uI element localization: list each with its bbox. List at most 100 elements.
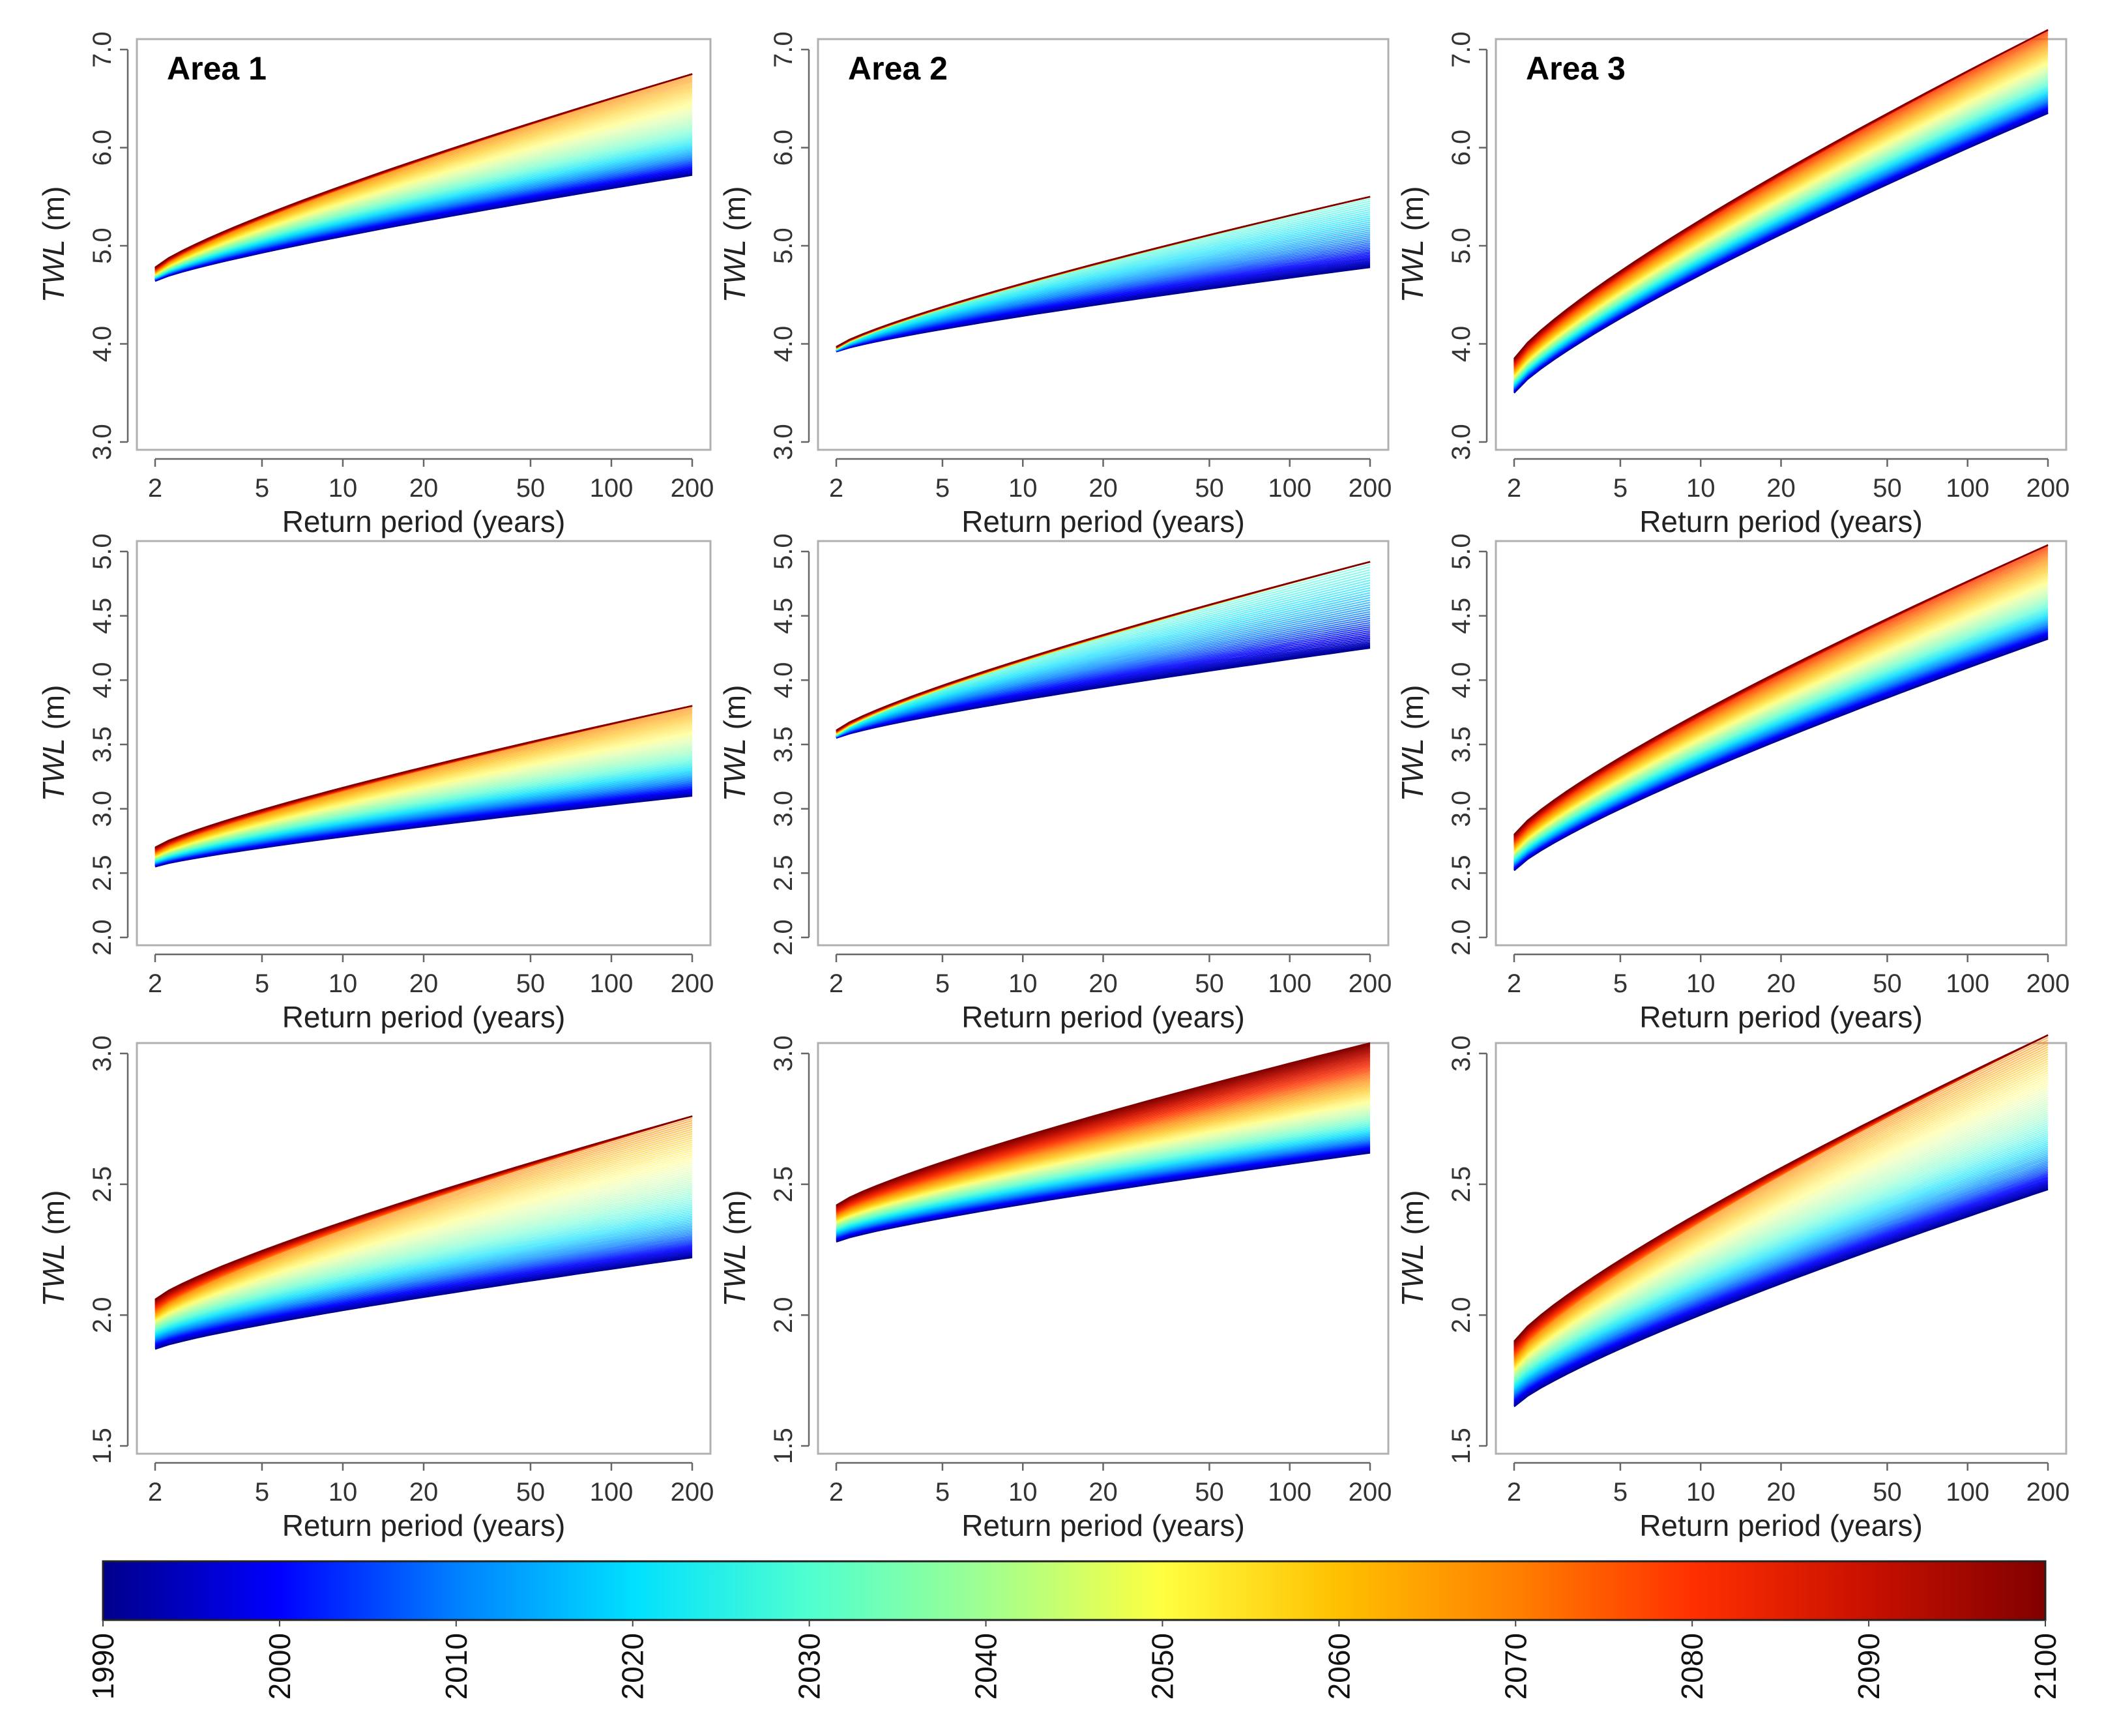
curve-2056 xyxy=(154,724,693,857)
curve-2041 xyxy=(1513,71,2049,380)
area-title: Area 2 xyxy=(848,50,948,87)
curve-2032 xyxy=(836,1119,1371,1229)
curve-2049 xyxy=(1513,583,2049,853)
curve-2045 xyxy=(836,1106,1371,1224)
curve-2028 xyxy=(154,1201,693,1332)
curve-2059 xyxy=(154,1139,693,1318)
x-tick-label: 10 xyxy=(1686,474,1716,503)
curve-2035 xyxy=(154,751,693,861)
curve-2018 xyxy=(1513,1147,2049,1390)
curve-2067 xyxy=(154,1122,693,1314)
x-axis: 2 5 10 20 50 100 200 Return period (years) xyxy=(829,1462,1392,1542)
curve-1990 xyxy=(1513,112,2049,394)
curve-2052 xyxy=(1513,579,2049,852)
curve-2016 xyxy=(1513,1151,2049,1391)
curve-2019 xyxy=(154,1217,693,1336)
curve-2062 xyxy=(1513,1053,2049,1364)
colorbar-year-label: 2080 xyxy=(1675,1633,1709,1699)
curve-2043 xyxy=(836,1108,1371,1225)
x-tick-label: 20 xyxy=(1766,474,1796,503)
x-tick-label: 200 xyxy=(2026,969,2070,998)
curve-2043 xyxy=(154,1172,693,1325)
curve-2100 xyxy=(154,705,693,848)
x-tick-label: 100 xyxy=(1268,474,1311,503)
y-tick-label: 4.0 xyxy=(88,326,117,362)
curve-series xyxy=(154,1115,693,1350)
y-axis: 1.5 2.0 2.5 3.0 TWL (m) xyxy=(718,1035,810,1464)
curve-2053 xyxy=(1513,1074,2049,1369)
colorbar-year-label: 2060 xyxy=(1322,1633,1356,1699)
y-axis-title: TWL (m) xyxy=(37,685,70,802)
x-tick-label: 2 xyxy=(829,1478,843,1507)
curve-2048 xyxy=(154,106,693,276)
curve-2027 xyxy=(1513,1130,2049,1385)
curve-2046 xyxy=(1513,66,2049,379)
y-tick-label: 2.0 xyxy=(769,919,798,956)
x-tick-label: 200 xyxy=(1349,474,1392,503)
y-axis-title: TWL (m) xyxy=(718,1190,752,1307)
x-tick-label: 200 xyxy=(671,1478,714,1507)
curve-2061 xyxy=(154,1135,693,1317)
plot-frame xyxy=(1495,38,2067,451)
curve-2025 xyxy=(1513,1134,2049,1386)
curve-2058 xyxy=(154,1141,693,1318)
x-tick-label: 50 xyxy=(516,474,546,503)
panel-r3c2: 2 5 10 20 50 100 200 Return period (years) 1.5 2.… xyxy=(718,1035,1392,1542)
curve-series xyxy=(1513,1034,2049,1407)
x-tick-label: 10 xyxy=(329,969,358,998)
curve-series xyxy=(1513,544,2049,872)
curve-2030 xyxy=(154,1197,693,1331)
curve-2039 xyxy=(154,1180,693,1327)
curve-2066 xyxy=(1513,1044,2049,1361)
plot-frame xyxy=(817,540,1390,947)
curve-2013 xyxy=(1513,1156,2049,1393)
curve-2055 xyxy=(154,1147,693,1319)
x-axis-title: Return period (years) xyxy=(961,1508,1245,1542)
curve-2001 xyxy=(1513,106,2049,390)
curve-2032 xyxy=(1513,80,2049,383)
y-axis-title: TWL (m) xyxy=(718,685,752,802)
curve-2047 xyxy=(154,736,693,859)
curve-2038 xyxy=(154,747,693,860)
x-tick-label: 200 xyxy=(671,474,714,503)
curve-1994 xyxy=(1513,111,2049,392)
curve-2034 xyxy=(836,1117,1371,1228)
curve-2049 xyxy=(1513,1083,2049,1371)
curve-2037 xyxy=(1513,596,2049,857)
plot-frame xyxy=(136,38,712,451)
curve-2026 xyxy=(1513,1132,2049,1385)
curve-2049 xyxy=(154,733,693,858)
x-tick-label: 50 xyxy=(1873,1478,1902,1507)
y-tick-label: 1.5 xyxy=(1447,1428,1476,1464)
curve-2055 xyxy=(1513,57,2049,375)
curve-2056 xyxy=(1513,574,2049,851)
curve-2047 xyxy=(154,1164,693,1323)
x-tick-label: 10 xyxy=(329,474,358,503)
panel-r3c3: 2 5 10 20 50 100 200 Return period (years) 1.5 2.… xyxy=(1395,1034,2069,1542)
curve-2051 xyxy=(154,1156,693,1321)
curve-2051 xyxy=(154,102,693,275)
curve-2065 xyxy=(1513,1046,2049,1362)
x-tick-label: 2 xyxy=(1507,969,1521,998)
x-tick-label: 5 xyxy=(935,969,950,998)
y-axis: 1.5 2.0 2.5 3.0 TWL (m) xyxy=(37,1035,129,1464)
curve-2022 xyxy=(1513,1140,2049,1388)
y-tick-label: 2.5 xyxy=(769,1166,798,1203)
curve-series xyxy=(154,73,693,282)
panel-r3c1: 2 5 10 20 50 100 200 Return period (years) 1.5 2.… xyxy=(37,1035,714,1542)
curve-2002 xyxy=(1513,1174,2049,1400)
curve-2069 xyxy=(1513,1037,2049,1360)
curve-2024 xyxy=(154,1208,693,1334)
curve-2053 xyxy=(154,99,693,275)
y-tick-label: 4.0 xyxy=(1447,326,1476,362)
curve-2038 xyxy=(154,121,693,277)
curve-2048 xyxy=(1513,1085,2049,1372)
y-tick-label: 3.0 xyxy=(1447,1035,1476,1072)
curve-2035 xyxy=(836,1116,1371,1228)
x-tick-label: 2 xyxy=(148,474,162,503)
curve-2052 xyxy=(154,100,693,275)
x-tick-label: 20 xyxy=(1089,1478,1118,1507)
x-tick-label: 2 xyxy=(1507,474,1521,503)
curve-2043 xyxy=(1513,1096,2049,1375)
curve-2056 xyxy=(836,1094,1371,1221)
